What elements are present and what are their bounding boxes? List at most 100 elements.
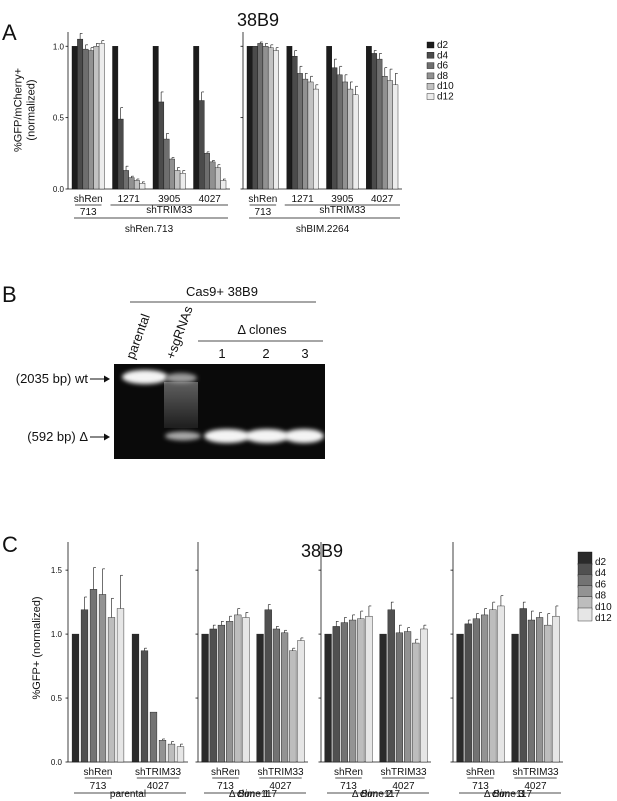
chart-a-legend-label: d10	[437, 81, 454, 92]
panel-letter-a: A	[2, 20, 17, 45]
chart-c-bar	[357, 618, 365, 763]
chart-c-category-label: 4027	[147, 781, 170, 792]
chart-a-bar	[302, 78, 309, 190]
chart-a-bar	[392, 84, 399, 190]
chart-a-bar	[133, 180, 140, 190]
gel-band-clone1-delta	[204, 429, 250, 443]
chart-a-bar	[163, 138, 170, 190]
chart-a-bar	[257, 43, 264, 190]
chart-c-category-label: 713	[340, 781, 357, 792]
chart-c-bar	[324, 633, 332, 763]
chart-c-bar	[80, 609, 89, 763]
chart-a-bar	[71, 46, 78, 190]
chart-c-bar	[365, 615, 373, 763]
chart-c-bar	[552, 615, 560, 763]
chart-c-bar	[107, 617, 116, 763]
chart-c-group-label: clone 3	[492, 789, 525, 800]
chart-a-bar	[387, 80, 393, 190]
chart-a-category-label: 713	[255, 207, 272, 218]
chart-c-category-label: shRen	[84, 767, 113, 778]
chart-c-bar	[140, 650, 149, 763]
chart-a-bar	[123, 170, 129, 190]
chart-a-legend-swatch	[426, 62, 435, 69]
chart-a-bar	[307, 81, 314, 190]
chart-a-legend-swatch	[426, 72, 435, 80]
chart-c-group-label: parental	[110, 789, 146, 800]
chart-a-category-label: 713	[80, 207, 97, 218]
chart-c-y-tick-label: 0.5	[51, 694, 63, 703]
chart-a-legend-swatch	[426, 82, 435, 90]
chart-c-bar	[131, 633, 140, 763]
chart-c-bar	[395, 632, 404, 763]
chart-a-bar	[112, 46, 119, 190]
chart-a-bar	[198, 100, 205, 190]
chart-a-bar	[291, 56, 298, 190]
chart-c-bar	[497, 605, 505, 763]
chart-a-category-label: shRen	[248, 194, 277, 205]
chart-c-category-label: shTRIM33	[512, 767, 559, 778]
chart-a-legend-label: d2	[437, 40, 449, 51]
chart-c-bar	[158, 740, 167, 763]
chart-a-bar	[77, 38, 84, 190]
chart-c-bar	[217, 624, 226, 763]
chart-a-bar	[326, 46, 332, 190]
chart-c-legend-label: d8	[595, 591, 607, 602]
chart-c-bar	[289, 650, 297, 763]
chart-c-legend-label: d4	[595, 568, 607, 579]
chart-c-bar	[535, 617, 544, 763]
chart-a-bar	[352, 94, 359, 190]
chart-a-bar	[214, 167, 221, 190]
chart-c-bar	[489, 609, 497, 763]
chart-a-title: 38B9	[237, 10, 279, 30]
chart-a-bar	[98, 43, 105, 190]
chart-c-group-label: Δ Bim -117	[229, 789, 278, 800]
chart-c-y-tick-label: 1.5	[51, 566, 63, 575]
gel-panel: Cas9+ 38B9 parental +sgRNAs Δ clones 1 2…	[16, 284, 325, 459]
chart-c-bar	[412, 642, 420, 763]
chart-c-legend-label: d10	[595, 602, 612, 613]
chart-a-category-label: 3905	[158, 194, 181, 205]
chart-a-bar	[347, 88, 354, 190]
chart-a-legend-swatch	[426, 41, 435, 49]
gel-band-clone2-delta	[245, 429, 289, 443]
chart-a-legend-swatch	[426, 52, 435, 59]
chart-c-category-label: 4027	[524, 781, 547, 792]
gel-clone-number-1: 1	[218, 346, 225, 361]
chart-a-bar	[313, 88, 319, 190]
chart-a-bar	[336, 74, 343, 190]
chart-c-legend-swatch	[577, 607, 593, 622]
chart-a-bar	[117, 118, 124, 190]
chart-c-bar	[480, 614, 489, 763]
chart-c-bar	[332, 626, 340, 763]
chart-a-bar	[139, 183, 146, 190]
chart-c-bar	[420, 628, 428, 763]
chart-c-bar	[242, 617, 250, 763]
chart-a-bracket-label: shTRIM33	[319, 205, 366, 216]
gel-band-sgrnas-wt	[165, 373, 197, 383]
chart-c-bar	[527, 619, 536, 763]
chart-c-bar	[256, 633, 264, 763]
chart-a-bar	[128, 177, 135, 190]
chart-c-y-tick-label: 0.0	[51, 758, 63, 767]
chart-c-bar	[225, 621, 234, 763]
chart-c-bar	[167, 743, 176, 763]
chart-a-bar	[246, 46, 253, 190]
chart-a-bar	[366, 46, 372, 190]
chart-a-bar	[342, 81, 348, 190]
chart-a-bar	[331, 67, 338, 190]
chart-a-bar	[273, 50, 279, 190]
chart-c-legend-label: d12	[595, 613, 612, 624]
chart-c-ylabel-line: %GFP+ (normalized)	[31, 596, 43, 699]
chart-a-bar	[297, 73, 303, 190]
chart-c-category-label: shTRIM33	[380, 767, 427, 778]
chart-c-bar	[519, 608, 527, 763]
chart-c-group-label: Δ Bim -117	[352, 789, 401, 800]
chart-a-ylabel-line: (normalized)	[26, 79, 38, 140]
chart-c-bar	[403, 631, 412, 763]
chart-c-bar	[209, 628, 217, 763]
chart-a-bar	[88, 50, 94, 190]
chart-c-category-label: shRen	[211, 767, 240, 778]
chart-c-legend-label: d2	[595, 557, 607, 568]
gel-smear-sgrnas	[164, 382, 198, 428]
gel-lane-label-sgrnas: +sgRNAs	[163, 303, 196, 361]
